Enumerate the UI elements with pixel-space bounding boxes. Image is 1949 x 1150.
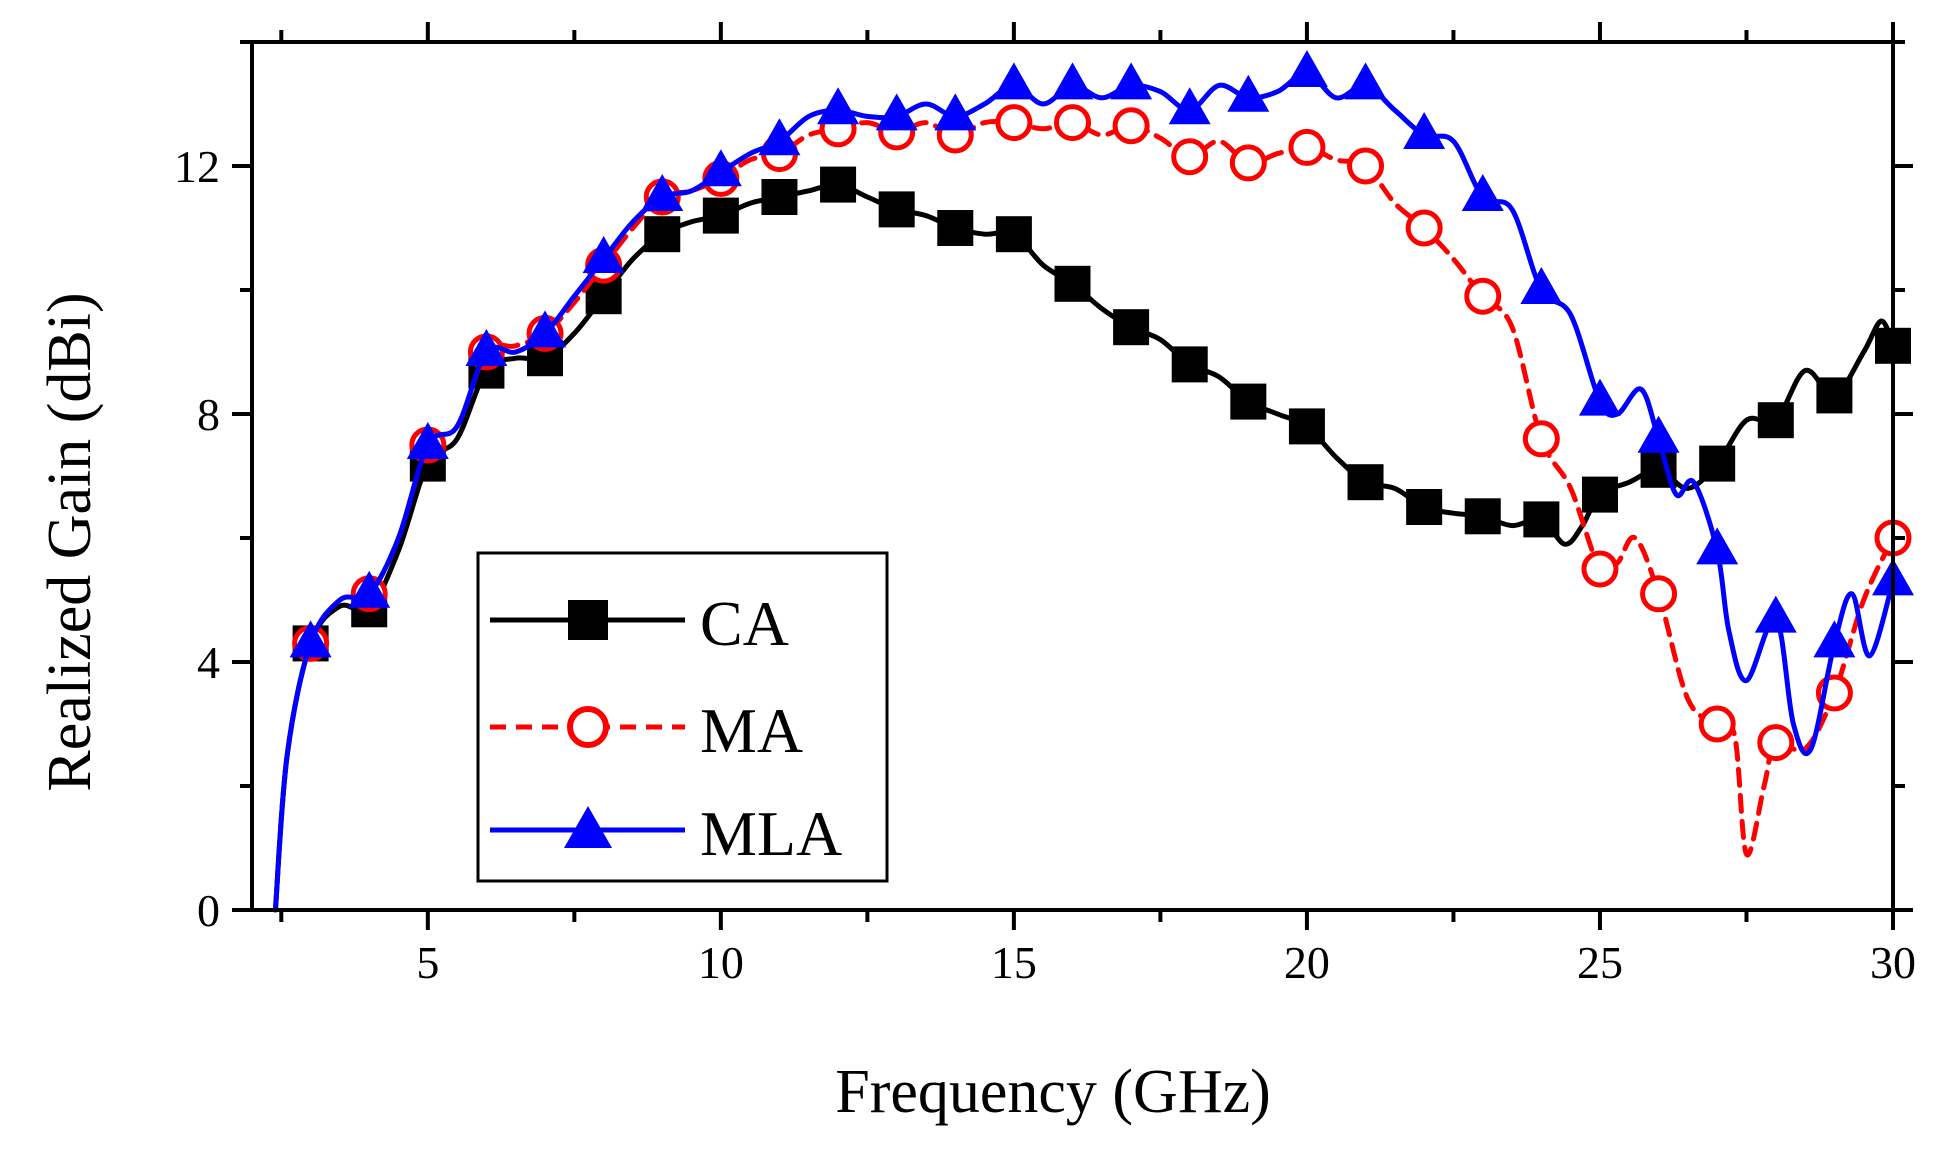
legend-label-mla: MLA: [700, 798, 842, 869]
marker-ca: [644, 216, 681, 253]
marker-mla: [992, 62, 1035, 100]
marker-mla: [1578, 378, 1621, 416]
marker-ma: [1171, 138, 1209, 176]
series-markers-mla: [289, 50, 1914, 658]
legend-entry-ca: CA: [490, 588, 789, 659]
marker-mla: [875, 93, 918, 131]
marker-mla: [1403, 112, 1446, 149]
series-layer: [272, 50, 1914, 913]
legend-marker-ca: [568, 600, 608, 640]
y-tick-label: 12: [174, 141, 220, 192]
marker-ca: [1406, 489, 1443, 525]
marker-ca: [878, 191, 915, 228]
marker-mla: [817, 87, 860, 125]
marker-mla: [1461, 174, 1504, 211]
x-tick-label: 10: [698, 937, 744, 988]
marker-ma: [1464, 277, 1502, 315]
x-tick-label: 25: [1577, 937, 1623, 988]
marker-ca: [1464, 498, 1501, 535]
legend-label-ca: CA: [700, 588, 789, 659]
marker-mla: [289, 620, 332, 658]
marker-mla: [758, 118, 801, 156]
marker-ca: [1230, 383, 1267, 420]
legend-entry-ma: MA: [490, 695, 803, 766]
marker-mla: [1344, 62, 1387, 100]
x-tick-label: 30: [1870, 937, 1916, 988]
marker-ca: [1113, 309, 1150, 346]
marker-ma: [995, 104, 1033, 142]
marker-ca: [1171, 346, 1208, 383]
marker-ca: [1816, 377, 1853, 414]
legend: CA MA MLA: [476, 551, 889, 883]
marker-mla: [465, 329, 508, 366]
marker-ma: [1229, 144, 1267, 182]
legend-entry-mla: MLA: [490, 798, 842, 869]
marker-mla: [406, 422, 449, 459]
marker-mla: [348, 570, 391, 608]
marker-ma: [1405, 209, 1443, 247]
marker-mla: [1285, 50, 1328, 87]
x-tick-label: 5: [416, 937, 439, 988]
y-axis-title: Realized Gain (dBi): [36, 292, 104, 791]
marker-ca: [820, 166, 857, 203]
legend-label-ma: MA: [700, 695, 803, 766]
x-tick-label: 20: [1284, 937, 1330, 988]
marker-mla: [1637, 415, 1680, 453]
marker-ca: [1347, 464, 1384, 501]
marker-ca: [995, 216, 1032, 253]
series-line-ma: [272, 118, 1896, 913]
marker-mla: [1051, 62, 1094, 100]
marker-ma: [1698, 705, 1736, 743]
marker-ca: [1757, 402, 1794, 439]
marker-mla: [524, 310, 567, 348]
marker-ma: [1347, 147, 1385, 185]
x-tick-label: 15: [991, 937, 1037, 988]
axes-layer: 5 10 15 20 25 30 0 4 8 12: [174, 22, 1916, 988]
legend-box: [476, 551, 889, 883]
legend-marker-ma: [567, 706, 609, 748]
marker-ma: [1640, 575, 1678, 613]
marker-ca: [1054, 265, 1091, 302]
y-tick-label: 4: [197, 637, 220, 688]
marker-mla: [1696, 527, 1739, 565]
marker-ma: [1757, 724, 1795, 762]
marker-mla: [1110, 62, 1153, 100]
marker-ca: [1581, 476, 1618, 513]
marker-ma: [1112, 107, 1150, 145]
axes-frame: [250, 40, 1895, 912]
y-tick-label: 0: [197, 885, 220, 936]
marker-mla: [699, 149, 742, 187]
plot-area: 5 10 15 20 25 30 0 4 8 12: [174, 22, 1916, 988]
marker-ma: [1054, 104, 1091, 142]
marker-mla: [934, 93, 977, 131]
marker-mla: [1520, 267, 1563, 304]
marker-ca: [1523, 501, 1560, 538]
marker-ca: [761, 179, 798, 215]
marker-ca: [1288, 408, 1325, 445]
marker-ca: [702, 197, 739, 234]
legend-marker-mla: [564, 806, 612, 848]
marker-ca: [1699, 445, 1736, 482]
marker-ma: [1581, 550, 1619, 588]
marker-mla: [1227, 74, 1270, 112]
marker-mla: [1168, 87, 1211, 125]
marker-ma: [1288, 128, 1326, 166]
marker-mla: [641, 174, 684, 211]
marker-ca: [937, 210, 974, 246]
marker-mla: [582, 236, 625, 273]
y-tick-label: 8: [197, 389, 220, 440]
marker-mla: [1813, 620, 1856, 658]
x-axis-title: Frequency (GHz): [835, 1058, 1271, 1126]
marker-mla: [1754, 595, 1797, 633]
marker-ma: [1522, 420, 1560, 458]
